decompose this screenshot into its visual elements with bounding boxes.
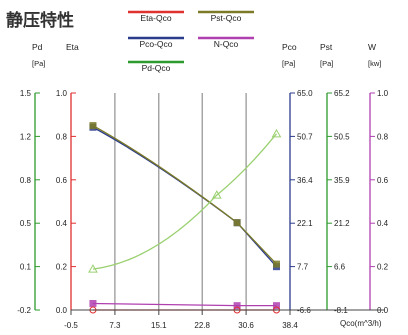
y-tick-label-pco: 65.0 — [297, 89, 313, 98]
y-tick-label-pst: 50.5 — [334, 132, 350, 141]
axis-unit-pco: [Pa] — [282, 59, 295, 68]
x-axis-label: Qco(m^3/h) — [340, 319, 382, 328]
data-point — [233, 302, 241, 310]
y-tick-label-w: 0.2 — [377, 263, 389, 272]
x-tick-label: 15.1 — [151, 321, 167, 330]
y-tick-label-pd: 0.5 — [20, 219, 32, 228]
x-tick-label: -0.5 — [64, 321, 78, 330]
y-tick-label-eta: 1.0 — [56, 89, 68, 98]
y-tick-label-pco: 50.7 — [297, 132, 313, 141]
axis-label-pco: Pco — [282, 42, 297, 52]
x-tick-label: 7.3 — [109, 321, 121, 330]
data-point — [211, 190, 222, 199]
y-tick-label-w: 1.0 — [377, 89, 389, 98]
legend: Eta-Qco Pst-Qco Pco-Qco N-Qco Pd-Qco — [128, 10, 254, 73]
y-tick-label-eta: 0.4 — [56, 219, 68, 228]
data-point — [272, 302, 280, 310]
series-line-pco-qco — [92, 126, 277, 268]
y-tick-label-pco: 7.7 — [297, 263, 309, 272]
series — [88, 122, 282, 314]
y-tick-label-pd: 0.1 — [20, 263, 32, 272]
legend-label: Pd-Qco — [142, 63, 171, 73]
y-tick-label-eta: 0.8 — [56, 132, 68, 141]
y-tick-label-w: 0.6 — [377, 176, 389, 185]
axis-unit-pst: [Pa] — [320, 59, 333, 68]
y-tick-label-pst: 35.9 — [334, 176, 350, 185]
series-line-n-qco — [92, 302, 277, 307]
data-point — [89, 299, 97, 307]
y-tick-label-pd: 1.2 — [20, 132, 32, 141]
y-tick-label-pd: 1.5 — [20, 89, 32, 98]
axes: 1.5 1.2 0.8 0.5 0.1 -0.2 1.0 0.8 0.6 0.4 0.2 0.0 65.… — [17, 89, 388, 315]
axis-label-eta: Eta — [66, 42, 79, 52]
axis-unit-w: [kw] — [368, 59, 381, 68]
data-point — [88, 264, 98, 273]
legend-label: Pst-Qco — [211, 13, 242, 23]
data-point — [271, 128, 282, 138]
y-tick-label-w: 0.4 — [377, 219, 389, 228]
y-tick-label-pco: 36.4 — [297, 176, 313, 185]
series-line-pst-qco — [92, 124, 277, 265]
axis-headers: Pd [Pa] Eta Pco [Pa] Pst [Pa] W [kw] — [32, 42, 381, 68]
y-tick-label-pd: 0.8 — [20, 176, 32, 185]
legend-label: Pco-Qco — [139, 39, 172, 49]
chart-title: 静压特性 — [6, 10, 74, 31]
x-tick-label: 38.4 — [282, 321, 298, 330]
x-tick-label: 22.8 — [194, 321, 210, 330]
y-tick-label-w: 0.8 — [377, 132, 389, 141]
y-tick-label-eta: 0.2 — [56, 263, 68, 272]
axis-unit-pd: [Pa] — [32, 59, 45, 68]
axis-label-pst: Pst — [320, 42, 333, 52]
y-tick-label-eta: 0.0 — [56, 306, 68, 315]
y-tick-label-pd: -0.2 — [17, 306, 31, 315]
data-point — [89, 122, 97, 130]
grid — [114, 93, 247, 310]
y-tick-label-pco: 22.1 — [297, 219, 313, 228]
y-tick-label-pst: 6.6 — [334, 263, 346, 272]
y-tick-label-eta: 0.6 — [56, 176, 68, 185]
x-tick-label: 30.6 — [238, 321, 254, 330]
legend-label: Eta-Qco — [140, 13, 171, 23]
axis-label-w: W — [368, 42, 376, 52]
y-tick-label-pst: 65.2 — [334, 89, 350, 98]
data-point — [272, 260, 280, 268]
y-tick-label-pst: 21.2 — [334, 219, 350, 228]
data-point — [233, 219, 241, 227]
axis-label-pd: Pd — [32, 42, 43, 52]
x-axis: -0.5 7.3 15.1 22.8 30.6 38.4 Qco(m^3/h) — [64, 309, 385, 330]
legend-label: N-Qco — [214, 39, 239, 49]
series-line-pd-qco — [92, 133, 277, 270]
